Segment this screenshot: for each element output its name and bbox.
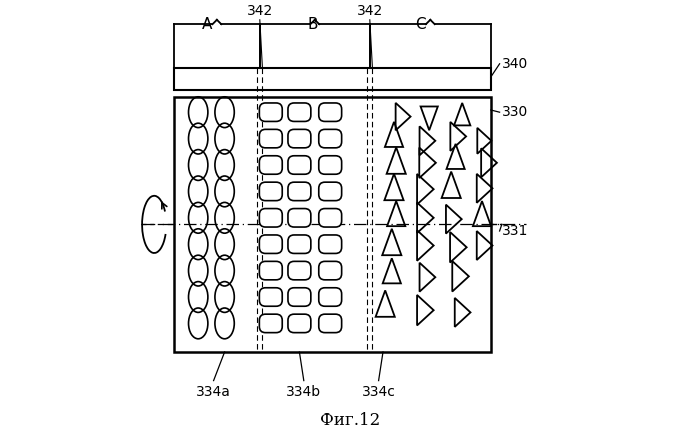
- FancyBboxPatch shape: [288, 314, 311, 333]
- FancyBboxPatch shape: [260, 182, 282, 201]
- FancyBboxPatch shape: [318, 129, 342, 148]
- FancyBboxPatch shape: [260, 156, 282, 174]
- FancyBboxPatch shape: [288, 103, 311, 121]
- Text: 331: 331: [502, 224, 528, 238]
- FancyBboxPatch shape: [288, 288, 311, 306]
- FancyBboxPatch shape: [288, 209, 311, 227]
- FancyBboxPatch shape: [260, 314, 282, 333]
- Text: C: C: [415, 17, 426, 32]
- FancyBboxPatch shape: [260, 103, 282, 121]
- FancyBboxPatch shape: [318, 209, 342, 227]
- FancyBboxPatch shape: [260, 261, 282, 280]
- FancyBboxPatch shape: [318, 103, 342, 121]
- Text: 334b: 334b: [286, 385, 321, 399]
- Text: A: A: [202, 17, 212, 32]
- FancyBboxPatch shape: [318, 314, 342, 333]
- FancyBboxPatch shape: [288, 235, 311, 253]
- Bar: [174, 97, 491, 352]
- Text: B: B: [307, 17, 318, 32]
- Text: 334a: 334a: [196, 385, 231, 399]
- FancyBboxPatch shape: [318, 288, 342, 306]
- FancyBboxPatch shape: [288, 156, 311, 174]
- Text: 342: 342: [357, 4, 383, 18]
- FancyBboxPatch shape: [288, 182, 311, 201]
- Text: Фиг.12: Фиг.12: [320, 412, 380, 429]
- Text: 334c: 334c: [362, 385, 396, 399]
- FancyBboxPatch shape: [318, 156, 342, 174]
- FancyBboxPatch shape: [318, 261, 342, 280]
- Text: 342: 342: [246, 4, 273, 18]
- FancyBboxPatch shape: [260, 209, 282, 227]
- FancyBboxPatch shape: [288, 261, 311, 280]
- FancyBboxPatch shape: [318, 235, 342, 253]
- Bar: [174, 68, 491, 90]
- FancyBboxPatch shape: [260, 235, 282, 253]
- FancyBboxPatch shape: [318, 182, 342, 201]
- FancyBboxPatch shape: [288, 129, 311, 148]
- Text: 340: 340: [502, 57, 528, 71]
- Text: 330: 330: [502, 105, 528, 119]
- FancyBboxPatch shape: [260, 129, 282, 148]
- FancyBboxPatch shape: [260, 288, 282, 306]
